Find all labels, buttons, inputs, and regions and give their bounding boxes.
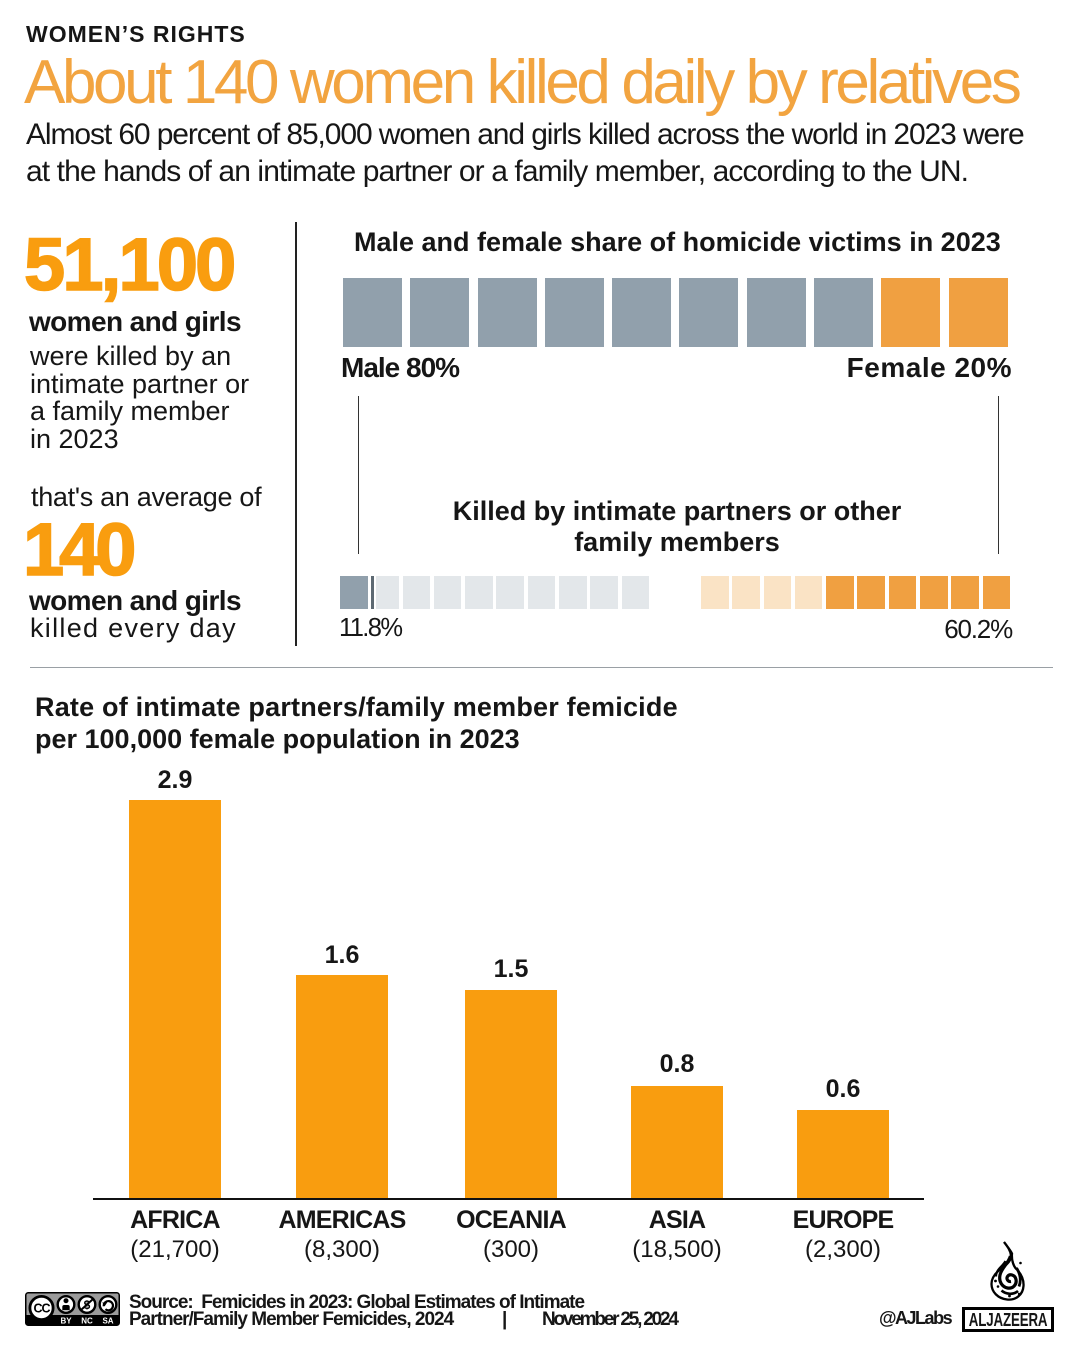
- svg-text:SA: SA: [102, 1317, 113, 1326]
- svg-text:NC: NC: [81, 1317, 93, 1326]
- svg-text:CC: CC: [33, 1302, 50, 1316]
- svg-text:BY: BY: [60, 1317, 72, 1326]
